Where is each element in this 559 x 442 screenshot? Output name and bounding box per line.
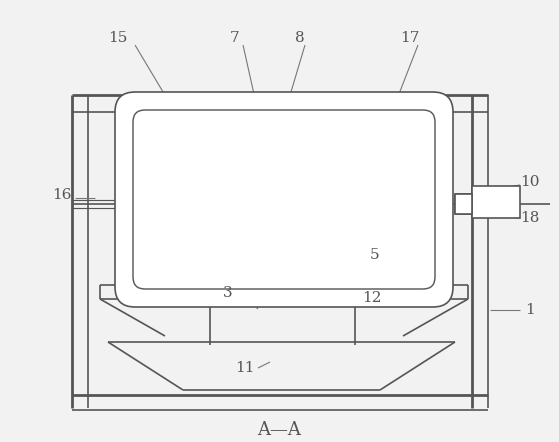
FancyBboxPatch shape <box>115 92 453 307</box>
Text: 8: 8 <box>295 31 305 45</box>
Text: 10: 10 <box>520 175 540 189</box>
Text: 1: 1 <box>525 303 535 317</box>
Text: 7: 7 <box>230 31 240 45</box>
Text: 17: 17 <box>400 31 420 45</box>
Text: 5: 5 <box>370 248 380 262</box>
Text: 12: 12 <box>362 291 382 305</box>
Text: 11: 11 <box>235 361 255 375</box>
Text: 15: 15 <box>108 31 127 45</box>
Text: A—A: A—A <box>257 421 301 439</box>
Bar <box>472 186 520 217</box>
Text: 3: 3 <box>223 286 233 300</box>
Bar <box>455 194 472 213</box>
Text: 18: 18 <box>520 211 539 225</box>
Text: 16: 16 <box>52 188 72 202</box>
